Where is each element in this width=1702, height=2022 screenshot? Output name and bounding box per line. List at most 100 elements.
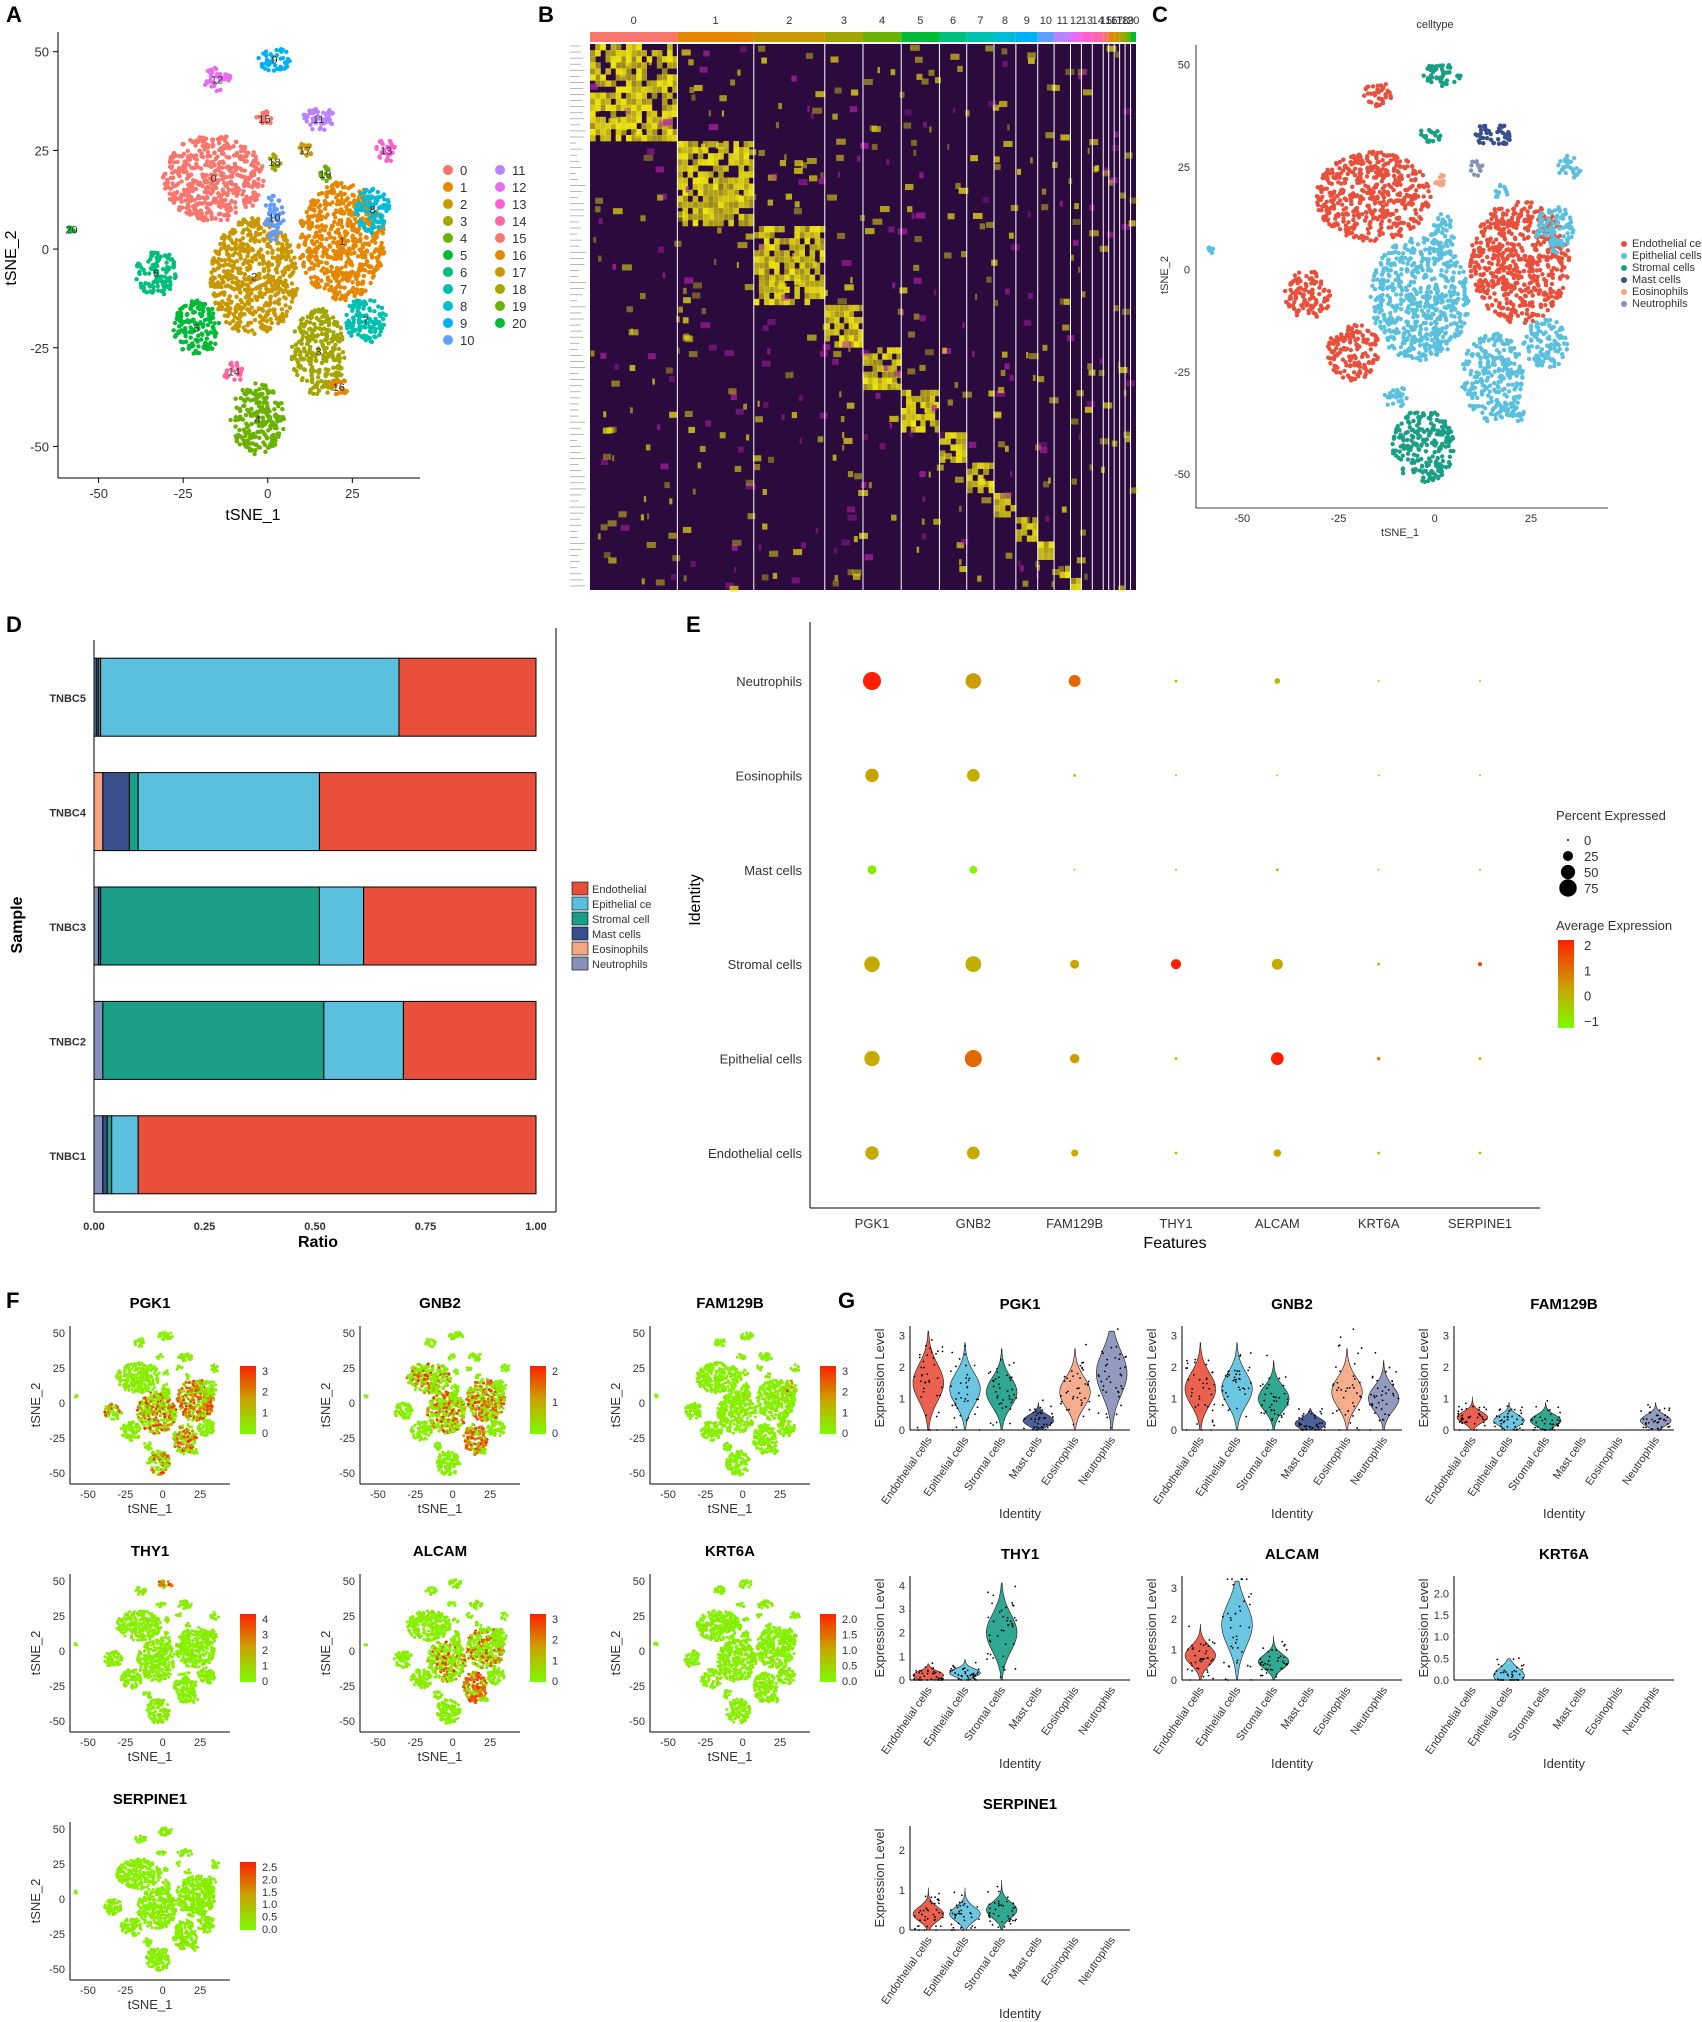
heat-cell	[758, 149, 765, 156]
cell-point	[250, 203, 255, 208]
heat-cell	[628, 329, 639, 336]
heat-cell	[640, 514, 645, 521]
heat-cell	[793, 208, 802, 215]
legend-label-15: 15	[512, 231, 526, 246]
cell-point	[200, 183, 205, 189]
heat-cell	[761, 574, 769, 581]
cell-point	[368, 280, 373, 286]
heat-cell	[886, 353, 893, 360]
cell-point	[1420, 172, 1426, 178]
cell-point	[253, 165, 259, 170]
cell-point	[346, 319, 352, 325]
heat-cell	[713, 195, 719, 203]
heat-cell	[593, 236, 597, 243]
cell-point	[214, 185, 219, 191]
cell-point	[1342, 180, 1348, 185]
heat-cell	[806, 157, 817, 164]
cell-point	[142, 271, 148, 276]
cell-point	[333, 297, 338, 302]
cell-point	[281, 281, 286, 286]
cell-point	[164, 276, 170, 281]
heat-cell	[737, 446, 744, 453]
cell-point	[236, 222, 241, 227]
heat-cell	[1007, 124, 1010, 131]
heat-cell	[848, 335, 854, 342]
cell-point	[369, 252, 374, 257]
cell-point	[249, 447, 255, 453]
heat-cell	[784, 154, 787, 161]
heat-cell	[656, 86, 663, 93]
heat-cell	[804, 232, 811, 239]
heat-cell	[664, 482, 670, 489]
heat-cell	[758, 250, 765, 257]
heat-cell	[728, 177, 734, 184]
heat-cell	[683, 297, 691, 304]
heat-cell	[692, 147, 699, 154]
heat-cell	[667, 80, 673, 87]
cell-point	[203, 136, 209, 141]
heat-cell	[687, 201, 694, 209]
legend-label-7: 7	[460, 282, 467, 297]
cell-point	[233, 307, 239, 313]
heat-cell	[767, 348, 771, 355]
heat-cell	[738, 165, 745, 172]
cell-point	[371, 273, 376, 279]
cell-point	[275, 241, 280, 246]
heat-cell	[745, 434, 750, 441]
cell-point	[205, 184, 210, 189]
cell-point	[1325, 218, 1330, 223]
heat-cell	[707, 171, 714, 178]
heat-cell	[804, 280, 811, 287]
cell-point	[212, 150, 217, 155]
cell-point	[351, 243, 356, 248]
heat-cell	[713, 258, 717, 265]
cell-point	[363, 202, 368, 207]
cell-point	[338, 256, 344, 261]
cell-point	[184, 312, 190, 318]
cell-point	[194, 153, 199, 158]
heat-cell	[836, 154, 844, 161]
cell-point	[143, 281, 148, 286]
heat-cell	[719, 432, 726, 439]
heat-cell	[814, 268, 821, 275]
heat-cell	[702, 219, 709, 227]
cell-point	[330, 353, 335, 358]
cell-point	[202, 147, 207, 152]
cell-point	[263, 384, 268, 390]
cell-point	[196, 344, 201, 349]
cell-point	[248, 320, 254, 325]
heat-cell	[1041, 204, 1049, 211]
cell-point	[1368, 209, 1374, 215]
panel-c-points	[1206, 62, 1583, 485]
cell-point	[167, 191, 172, 196]
heat-cell	[921, 518, 925, 525]
cell-point	[1385, 153, 1391, 158]
cell-point	[238, 434, 243, 439]
cell-point	[341, 200, 346, 206]
cell-point	[197, 148, 202, 153]
heat-cell	[595, 122, 601, 130]
heat-cell	[903, 122, 912, 129]
heat-cell	[929, 414, 936, 421]
cell-point	[313, 250, 319, 255]
cluster-bar-label: 5	[917, 15, 923, 27]
cell-point	[296, 243, 302, 248]
heat-cell	[763, 226, 770, 233]
cell-point	[354, 304, 359, 309]
cell-point	[264, 53, 269, 58]
heat-cell	[651, 50, 658, 57]
cell-point	[1397, 191, 1403, 196]
heat-cell	[841, 431, 845, 439]
heat-cell	[774, 298, 780, 306]
heat-cell	[687, 213, 694, 221]
cell-point	[292, 255, 297, 260]
cell-point	[324, 345, 329, 351]
cell-point	[144, 290, 149, 295]
heat-cell	[723, 177, 729, 184]
cell-point	[278, 314, 283, 319]
cell-point	[233, 191, 239, 196]
cell-point	[245, 299, 250, 305]
heat-cell	[595, 92, 601, 99]
heat-cell	[683, 287, 687, 294]
heat-cell	[612, 208, 623, 215]
